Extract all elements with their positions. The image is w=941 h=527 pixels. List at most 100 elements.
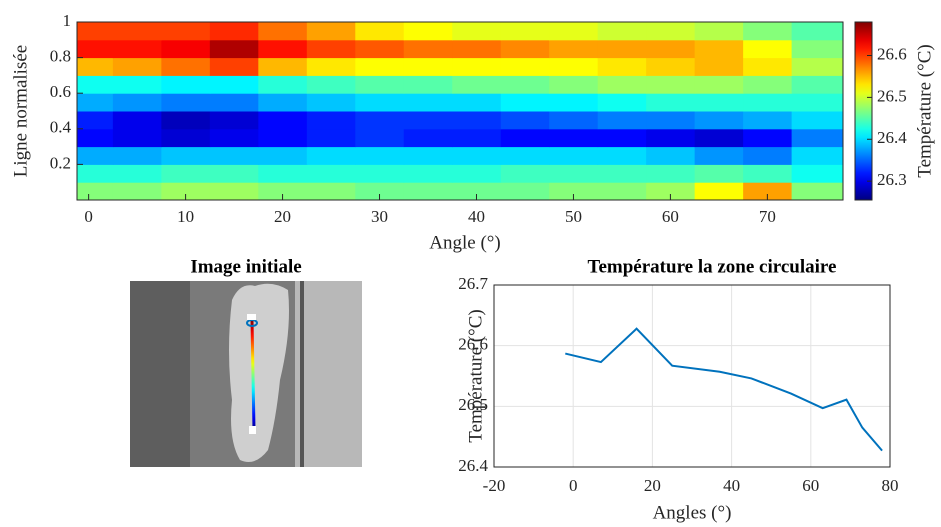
heatmap-cell (743, 111, 793, 130)
heatmap-cell (355, 146, 405, 165)
heatmap-cell (549, 111, 599, 130)
y-tick-label: 26.4 (458, 456, 488, 475)
initial-image (130, 281, 362, 467)
heatmap-cell (403, 93, 453, 112)
heatmap-cell (549, 57, 599, 76)
heatmap-cell (209, 39, 259, 59)
heatmap-cell (597, 111, 647, 130)
heatmap-cell (355, 128, 405, 148)
heatmap-cell (403, 75, 453, 94)
x-tick-label: -20 (483, 476, 506, 495)
heatmap-cell (646, 111, 696, 130)
heatmap-cell (791, 182, 843, 200)
heatmap-cell (694, 182, 744, 200)
heatmap-cell (112, 39, 162, 59)
heatmap-cell (403, 182, 453, 200)
heatmap-cell (306, 164, 356, 183)
heatmap-cell (306, 57, 356, 76)
heatmap-cell (694, 111, 744, 130)
heatmap-cell (500, 182, 550, 200)
x-tick-label: 60 (802, 476, 819, 495)
heatmap-cell (791, 22, 843, 41)
y-tick-label: 26.5 (458, 395, 488, 414)
heatmap-cell (597, 146, 647, 165)
heatmap-cell (209, 93, 259, 112)
heatmap-cell (112, 57, 162, 76)
heatmap-cell (403, 146, 453, 165)
image-title: Image initiale (190, 256, 301, 277)
heatmap-cell (791, 111, 843, 130)
heatmap-cell (549, 146, 599, 165)
heatmap-cell (161, 39, 211, 59)
heatmap-cell (258, 93, 308, 112)
heatmap-cell (403, 57, 453, 76)
heatmap-cell (306, 182, 356, 200)
heatmap-cell (355, 182, 405, 200)
heatmap-cell (597, 22, 647, 41)
heatmap-cell (452, 182, 502, 200)
heatmap-cell (500, 164, 550, 183)
heatmap-cell (161, 164, 211, 183)
heatmap-cell (112, 146, 162, 165)
heatmap-cell (549, 22, 599, 41)
heatmap-cell (403, 39, 453, 59)
heatmap-cell (112, 128, 162, 148)
heatmap-cell (743, 22, 793, 41)
heatmap-cell (306, 111, 356, 130)
x-tick-label: 50 (565, 207, 582, 226)
heatmap-cell (306, 75, 356, 94)
heatmap-cell (791, 75, 843, 94)
heatmap-cell (77, 128, 114, 148)
heatmap-cell (77, 57, 114, 76)
heatmap-cell (161, 93, 211, 112)
heatmap-cell (403, 128, 453, 148)
y-tick-label: 0.4 (50, 118, 72, 137)
heatmap-cell (452, 164, 502, 183)
heatmap-cell (258, 57, 308, 76)
colorbar-tick-label: 26.3 (877, 170, 907, 189)
heatmap-cell (77, 111, 114, 130)
heatmap-cell (258, 182, 308, 200)
heatmap-cell (549, 39, 599, 59)
heatmap-cell (77, 182, 114, 200)
heatmap-cell (403, 111, 453, 130)
colorbar-tick-label: 26.5 (877, 86, 907, 105)
heatmap-cell (452, 128, 502, 148)
heatmap-cell (694, 146, 744, 165)
heatmap-cell (306, 128, 356, 148)
heatmap-cell (161, 111, 211, 130)
heatmap-cell (549, 75, 599, 94)
heatmap-cell (743, 146, 793, 165)
heatmap-cell (452, 22, 502, 41)
x-tick-label: 20 (644, 476, 661, 495)
heatmap-cell (549, 182, 599, 200)
heatmap-cell (452, 75, 502, 94)
heatmap-cell (112, 182, 162, 200)
heatmap-cell (500, 128, 550, 148)
line-chart-title: Température la zone circulaire (588, 256, 837, 277)
heatmap-cell (694, 22, 744, 41)
heatmap-cell (791, 39, 843, 59)
heatmap-cell (500, 111, 550, 130)
y-tick-label: 0.8 (50, 47, 71, 66)
heatmap-cell (355, 22, 405, 41)
x-tick-label: 80 (882, 476, 899, 495)
heatmap-cell (549, 128, 599, 148)
heatmap-frame (76, 21, 844, 201)
heatmap-cell (258, 128, 308, 148)
heatmap-cell (791, 128, 843, 148)
y-tick-label: 26.6 (458, 335, 488, 354)
heatmap-cell (306, 22, 356, 41)
x-axis-label: Angle (°) (429, 232, 500, 253)
x-tick-label: 60 (662, 207, 679, 226)
heatmap-cell (694, 75, 744, 94)
heatmap-cell (452, 111, 502, 130)
heatmap-cell (597, 128, 647, 148)
heatmap-cell (258, 22, 308, 41)
heatmap-cell (743, 128, 793, 148)
heatmap-cell (355, 164, 405, 183)
heatmap-cell (209, 75, 259, 94)
heatmap-cell (549, 93, 599, 112)
heatmap-cell (161, 128, 211, 148)
